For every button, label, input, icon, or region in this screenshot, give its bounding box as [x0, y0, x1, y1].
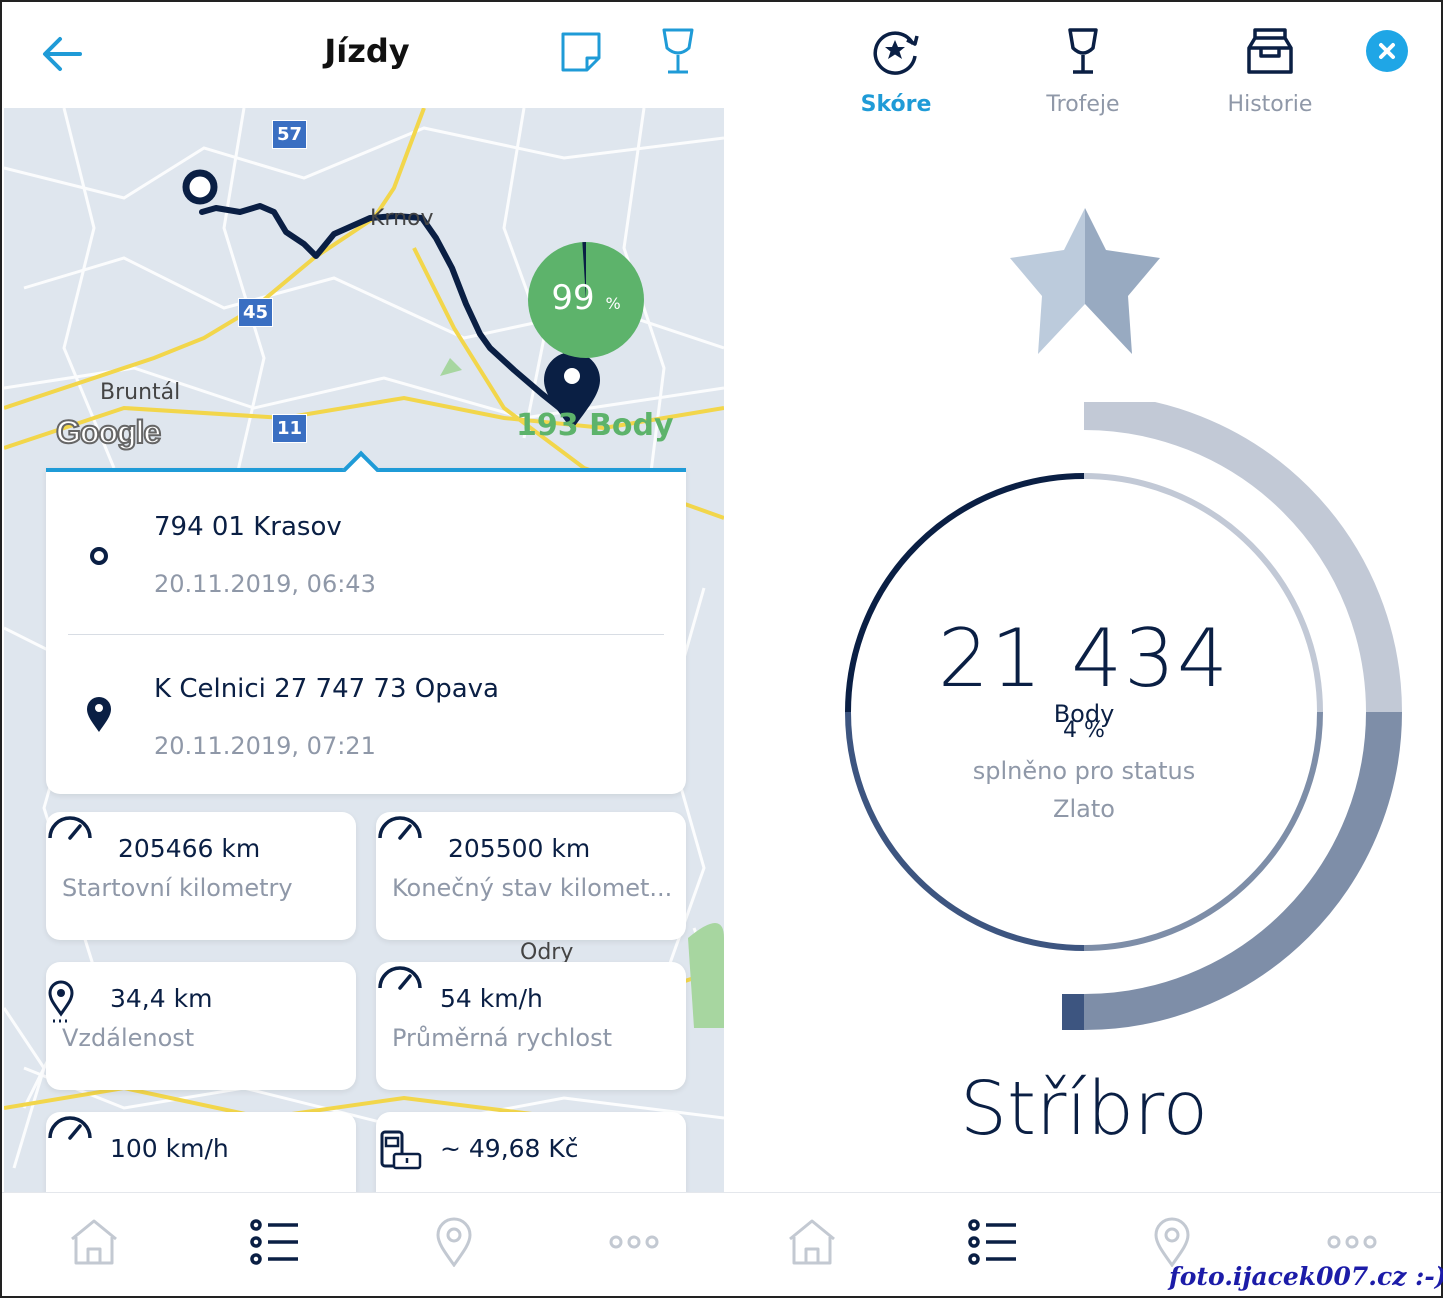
start-point-icon: [90, 547, 108, 565]
total-score: 21 434: [938, 612, 1230, 705]
map-label-odry: Odry: [520, 940, 574, 965]
tab-trophies-label: Trofeje: [1046, 92, 1120, 117]
status-target-line1: splněno pro status: [972, 757, 1196, 785]
stat-label: Konečný stav kilomet...: [392, 874, 673, 902]
home-icon[interactable]: [66, 1217, 122, 1267]
tab-trophies[interactable]: Trofeje: [1003, 26, 1163, 117]
route-map[interactable]: 57 45 11 Krnov Bruntál Odry Google 99 % …: [4, 108, 724, 1194]
start-time: 20.11.2019, 06:43: [154, 570, 376, 598]
stat-card-distance: 34,4 km Vzdálenost: [46, 962, 356, 1090]
stat-value: 54 km/h: [440, 984, 543, 1013]
map-pin-icon[interactable]: [1144, 1217, 1200, 1267]
stat-card-avg-speed: 54 km/h Průměrná rychlost: [376, 962, 686, 1090]
tab-score[interactable]: Skóre: [816, 26, 976, 117]
stat-card-max-speed: 100 km/h: [46, 1112, 356, 1194]
page-title: Jízdy: [324, 32, 410, 70]
stat-card-end-km: 205500 km Konečný stav kilomet...: [376, 812, 686, 940]
driving-score-circle: [528, 242, 644, 358]
trophy-icon: [1068, 28, 1098, 74]
silver-star-icon: [1010, 208, 1160, 354]
stat-card-start-km: 205466 km Startovní kilometry: [46, 812, 356, 940]
map-pin-icon[interactable]: [426, 1217, 482, 1267]
road-11-badge: 11: [272, 414, 308, 443]
end-time: 20.11.2019, 07:21: [154, 732, 376, 760]
list-icon[interactable]: [246, 1217, 302, 1267]
stat-label: Průměrná rychlost: [392, 1024, 613, 1052]
tab-history-label: Historie: [1227, 92, 1313, 117]
trip-detail-panel: Jízdy: [2, 2, 724, 1296]
route-separator: [68, 634, 664, 635]
speedometer-icon: [48, 816, 92, 840]
end-point-icon: [87, 697, 111, 732]
current-level: Stříbro: [959, 1066, 1208, 1152]
speedometer-icon: [48, 1116, 92, 1140]
driving-score-percent: 99 %: [551, 278, 621, 318]
more-icon[interactable]: [606, 1217, 662, 1267]
speedometer-icon: [378, 816, 422, 840]
google-logo: Google: [55, 413, 162, 451]
location-pin-icon: [48, 980, 74, 1023]
road-57-badge: 57: [272, 120, 308, 149]
map-label-krnov: Krnov: [370, 206, 434, 231]
score-panel: Skóre Trofeje Historie 21 434 Body 4 % s…: [724, 2, 1443, 1296]
close-button[interactable]: [1366, 30, 1408, 72]
stat-value: 205466 km: [118, 834, 261, 863]
close-icon: [1379, 43, 1395, 59]
score-pie: [582, 242, 586, 300]
tab-history[interactable]: Historie: [1190, 26, 1350, 117]
bottom-nav-left: [2, 1192, 724, 1296]
trip-header: Jízdy: [2, 2, 724, 108]
stat-value: 100 km/h: [110, 1134, 229, 1163]
status-target: splněno pro status Zlato: [934, 752, 1234, 828]
history-icon: [1247, 28, 1293, 74]
home-icon[interactable]: [784, 1217, 840, 1267]
tab-score-label: Skóre: [860, 92, 932, 117]
fuel-pump-icon: [380, 1130, 422, 1170]
map-label-bruntal: Bruntál: [100, 380, 181, 405]
status-progress-ring: [845, 402, 1402, 1030]
trip-points: 193 Body: [516, 408, 674, 443]
stat-value: 34,4 km: [110, 984, 213, 1013]
bottom-nav-right: [724, 1192, 1441, 1296]
watermark: foto.ijacek007.cz :-): [1169, 1262, 1443, 1291]
status-progress-percent: 4 %: [1063, 718, 1105, 743]
stat-label: Vzdálenost: [62, 1024, 195, 1052]
start-address: 794 01 Krasov: [154, 512, 342, 542]
score-icon: [873, 31, 919, 75]
status-target-line2: Zlato: [1053, 795, 1115, 823]
stat-value: 205500 km: [448, 834, 591, 863]
route-card[interactable]: 794 01 Krasov 20.11.2019, 06:43 K Celnic…: [46, 450, 686, 794]
road-45-badge: 45: [238, 298, 274, 327]
more-icon[interactable]: [1324, 1217, 1380, 1267]
stat-label: Startovní kilometry: [62, 874, 293, 902]
back-arrow-icon[interactable]: [40, 34, 84, 74]
stat-value: ~ 49,68 Kč: [440, 1134, 579, 1163]
list-icon[interactable]: [964, 1217, 1020, 1267]
score-unit: Body: [1053, 700, 1115, 728]
stat-card-fuel-cost: ~ 49,68 Kč: [376, 1112, 686, 1194]
trophy-icon[interactable]: [658, 26, 698, 76]
note-icon[interactable]: [559, 30, 603, 74]
end-address: K Celnici 27 747 73 Opava: [154, 674, 499, 704]
speedometer-icon: [378, 966, 422, 990]
